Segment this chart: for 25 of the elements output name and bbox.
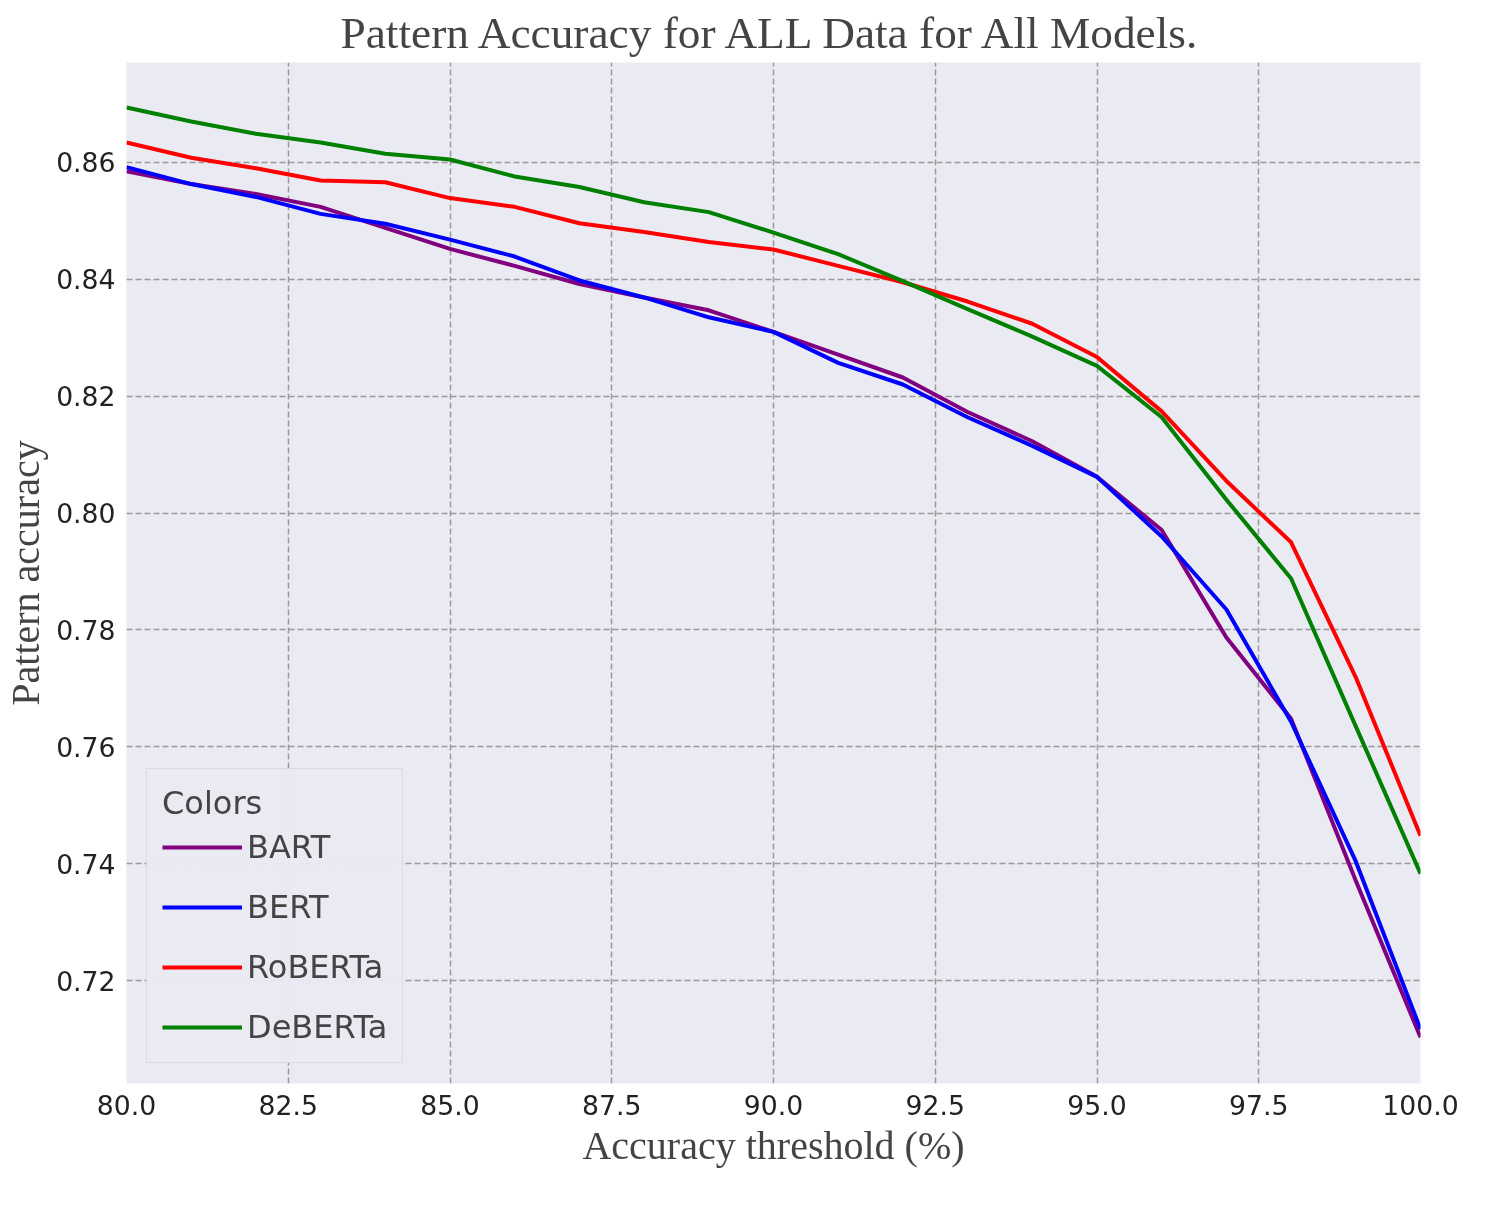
chart-title: Pattern Accuracy for ALL Data for All Models. — [340, 7, 1198, 58]
y-axis-title: Pattern accuracy — [3, 440, 49, 706]
x-tick-label: 95.0 — [1067, 1089, 1127, 1121]
y-tick-label: 0.76 — [56, 731, 116, 763]
legend-title: Colors — [162, 784, 264, 822]
x-tick-label: 100.0 — [1382, 1089, 1459, 1121]
x-tick-label: 92.5 — [905, 1089, 965, 1121]
y-tick-label: 0.74 — [56, 848, 116, 880]
legend-label: RoBERTa — [247, 947, 384, 987]
y-tick-label: 0.84 — [56, 264, 116, 296]
y-tick-label: 0.78 — [56, 614, 116, 646]
x-axis-title: Accuracy threshold (%) — [582, 1122, 965, 1168]
x-tick-label: 87.5 — [582, 1089, 642, 1121]
legend-label: DeBERTa — [247, 1007, 388, 1047]
y-tick-label: 0.86 — [56, 147, 116, 179]
legend-label: BERT — [247, 887, 329, 927]
y-tick-label: 0.82 — [56, 381, 116, 413]
x-tick-label: 85.0 — [420, 1089, 480, 1121]
x-tick-label: 97.5 — [1229, 1089, 1289, 1121]
x-tick-label: 80.0 — [96, 1089, 157, 1121]
y-tick-label: 0.72 — [56, 965, 116, 997]
legend-label: BART — [247, 827, 331, 867]
x-tick-label: 82.5 — [258, 1089, 318, 1121]
y-tick-label: 0.80 — [56, 498, 116, 530]
x-tick-label: 90.0 — [743, 1089, 804, 1121]
